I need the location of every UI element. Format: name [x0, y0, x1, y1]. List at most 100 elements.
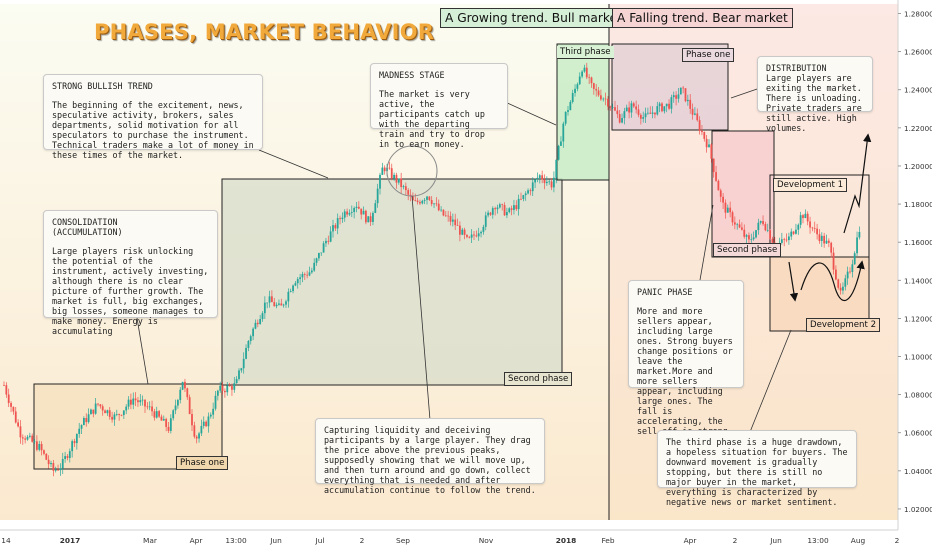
candle-body	[543, 179, 546, 184]
candle-body	[827, 240, 830, 243]
candle-body	[567, 110, 569, 112]
y-tick-label: 1.02000	[904, 505, 932, 514]
candle-body	[498, 204, 501, 208]
candle-body	[583, 67, 586, 72]
candle-body	[654, 112, 656, 115]
candle-body	[705, 138, 708, 148]
candle-body	[252, 328, 254, 337]
candle-body	[325, 240, 327, 244]
candle-body	[177, 399, 179, 406]
candle-body	[12, 406, 15, 412]
candle-body	[395, 174, 398, 183]
candle-body	[212, 408, 215, 415]
candle-body	[513, 205, 515, 210]
candle-body	[477, 233, 480, 237]
candle-body	[343, 211, 346, 218]
candle-body	[698, 120, 701, 131]
candle-body	[759, 221, 762, 223]
candle-body	[578, 76, 581, 85]
candle-body	[40, 443, 43, 451]
price-axis[interactable]	[898, 0, 932, 550]
candle-body	[468, 236, 471, 238]
candle-body	[461, 229, 464, 235]
strong-trend-note-body: The beginning of the excitement, news, s…	[52, 100, 254, 160]
candle-body	[374, 203, 377, 213]
candle-body	[628, 107, 630, 113]
candle-body	[296, 279, 299, 284]
candle-body	[101, 406, 104, 411]
candle-body	[510, 208, 513, 210]
candle-body	[130, 399, 132, 405]
candle-body	[282, 304, 285, 306]
candle-body	[534, 179, 536, 183]
candle-body	[397, 178, 400, 183]
candle-body	[548, 181, 551, 183]
candle-body	[155, 411, 158, 418]
candle-body	[433, 203, 435, 205]
candle-body	[656, 106, 659, 115]
candle-body	[287, 291, 290, 302]
candle-body	[675, 95, 677, 99]
candle-body	[336, 218, 339, 229]
candle-body	[191, 414, 193, 426]
candle-body	[393, 174, 395, 179]
candle-body	[820, 235, 823, 241]
y-tick-label: 1.16000	[904, 238, 932, 247]
candle-body	[602, 98, 605, 100]
candle-body	[729, 207, 732, 213]
candle-body	[696, 113, 699, 121]
candle-body	[353, 208, 356, 213]
candle-body	[736, 224, 739, 226]
candle-body	[529, 190, 532, 192]
candle-body	[614, 107, 616, 111]
candle-body	[701, 130, 703, 133]
candle-body	[68, 451, 71, 458]
candle-body	[607, 98, 609, 107]
third-phase-description-note: The third phase is a huge drawdown, a ho…	[657, 430, 857, 507]
madness-note-body: The market is very active, the participa…	[379, 89, 485, 149]
candle-body	[186, 388, 189, 398]
candle-body	[184, 381, 186, 389]
candle-body	[228, 385, 231, 387]
candle-body	[132, 398, 135, 405]
candle-body	[268, 296, 271, 303]
time-axis[interactable]	[0, 530, 932, 550]
candle-body	[766, 230, 769, 231]
candle-body	[33, 441, 36, 443]
liquidity-note-body: Capturing liquidity and deceiving partic…	[324, 425, 536, 495]
candle-body	[54, 469, 57, 471]
candle-body	[647, 112, 649, 114]
candle-body	[858, 231, 861, 238]
candle-body	[59, 468, 62, 471]
candle-body	[790, 231, 793, 237]
candle-body	[557, 145, 560, 160]
distribution-note: DISTRIBUTION Large players are exiting t…	[757, 56, 873, 133]
candle-body	[50, 462, 52, 465]
candle-body	[64, 456, 66, 460]
x-tick-label: Feb	[601, 536, 614, 545]
candle-body	[308, 272, 311, 276]
candle-body	[179, 389, 182, 400]
candle-body	[278, 303, 280, 305]
candle-body	[809, 221, 811, 228]
bull-market-header: A Growing trend. Bull market	[440, 8, 627, 28]
candle-body	[804, 213, 807, 219]
candle-body	[24, 438, 27, 440]
candle-body	[245, 347, 247, 359]
candle-body	[658, 103, 661, 107]
candle-body	[466, 234, 468, 237]
candle-body	[221, 385, 224, 391]
candle-body	[780, 239, 783, 243]
candle-body	[623, 111, 626, 119]
candle-body	[362, 210, 365, 215]
consolidation-note-title: CONSOLIDATION (ACCUMULATION)	[52, 217, 123, 237]
candle-body	[158, 411, 160, 417]
candle-body	[811, 227, 814, 229]
consolidation-note: CONSOLIDATION (ACCUMULATION) Large playe…	[43, 210, 218, 336]
candle-body	[195, 436, 198, 439]
candle-body	[588, 77, 591, 79]
candle-body	[487, 212, 489, 216]
candle-body	[367, 216, 370, 223]
candle-body	[595, 88, 598, 91]
candle-body	[618, 114, 621, 123]
